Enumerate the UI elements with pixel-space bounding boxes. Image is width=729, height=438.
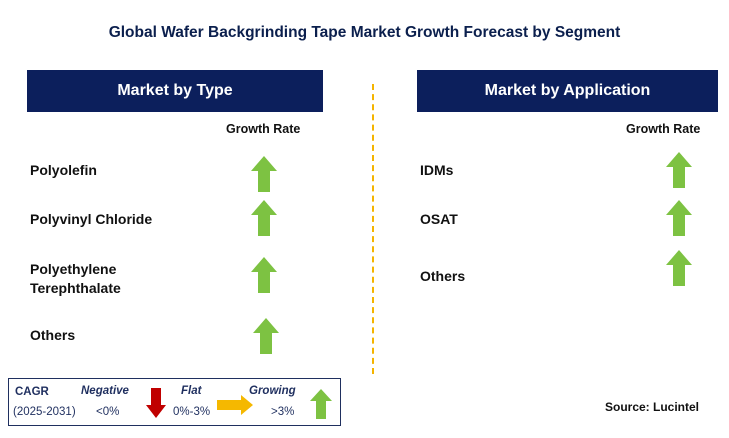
market-by-type-header: Market by Type: [27, 70, 323, 112]
app-row-others-label: Others: [420, 268, 466, 284]
legend-period: (2025-2031): [13, 406, 76, 418]
legend-cagr-label: CAGR: [15, 386, 49, 398]
page-title: Global Wafer Backgrinding Tape Market Gr…: [108, 24, 621, 41]
type-growth-rate-label: Growth Rate: [226, 122, 301, 136]
green-up-arrow-icon: [310, 389, 332, 419]
type-row-pet-label-line2: Terephthalate: [30, 280, 121, 296]
orange-right-arrow-icon: [217, 395, 253, 415]
app-row-idms-label: IDMs: [420, 162, 454, 178]
legend-growing-range: >3%: [271, 406, 295, 418]
green-up-arrow-icon: [251, 200, 277, 236]
green-up-arrow-icon: [666, 250, 692, 286]
panel-divider: [372, 84, 374, 374]
type-row-others-label: Others: [30, 327, 76, 343]
green-up-arrow-icon: [253, 318, 279, 354]
application-growth-rate-label: Growth Rate: [626, 122, 701, 136]
source-note: Source: Lucintel: [605, 400, 700, 414]
cagr-legend: CAGR (2025-2031) Negative <0% Flat 0%-3%…: [8, 378, 341, 426]
type-row-polyvinyl-chloride-label: Polyvinyl Chloride: [30, 211, 153, 227]
legend-growing-label: Growing: [249, 385, 296, 397]
legend-negative-label: Negative: [81, 385, 129, 397]
legend-negative-range: <0%: [96, 406, 120, 418]
green-up-arrow-icon: [666, 152, 692, 188]
green-up-arrow-icon: [251, 156, 277, 192]
green-up-arrow-icon: [666, 200, 692, 236]
red-down-arrow-icon: [146, 388, 166, 418]
legend-flat-range: 0%-3%: [173, 406, 211, 418]
green-up-arrow-icon: [251, 257, 277, 293]
type-row-pet-label-line1: Polyethylene: [30, 261, 117, 277]
app-row-osat-label: OSAT: [420, 211, 458, 227]
legend-flat-label: Flat: [181, 385, 202, 397]
type-row-polyolefin-label: Polyolefin: [30, 162, 97, 178]
market-by-application-header: Market by Application: [417, 70, 718, 112]
